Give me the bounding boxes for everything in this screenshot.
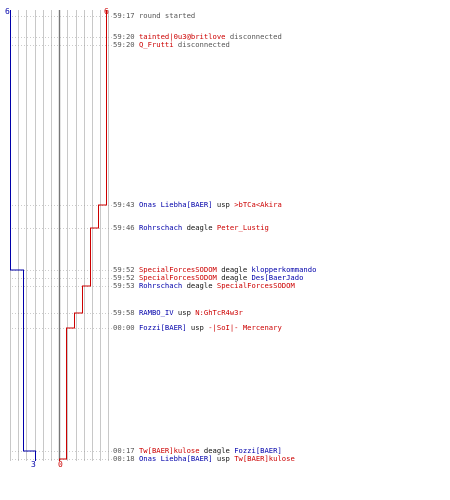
weapon-name: deagle <box>221 273 248 282</box>
weapon-name: deagle <box>203 446 230 455</box>
weapon-name: deagle <box>186 223 213 232</box>
event-timestamp: 00:17 <box>113 446 135 455</box>
log-row: 59:58 RAMBO_IV usp N:GhTcR4w3r <box>113 309 243 317</box>
killer-name: SpecialForcesSODOM <box>138 273 217 282</box>
event-timestamp: 59:52 <box>113 273 135 282</box>
event-timestamp: 59:46 <box>113 223 135 232</box>
weapon-name: usp <box>177 308 191 317</box>
log-row: 59:53 Rohrschach deagle SpecialForcesSOD… <box>113 282 295 290</box>
log-row: 00:00 Fozzi[BAER] usp -|SoI|- Mercenary <box>113 324 282 332</box>
ct-alive-step-line <box>10 10 36 461</box>
killer-name: SpecialForcesSODOM <box>138 265 217 274</box>
log-row: 59:17 round started <box>113 12 195 20</box>
weapon-name: usp <box>216 200 230 209</box>
event-text: disconnected <box>229 32 282 41</box>
victim-name: -|SoI|- Mercenary <box>208 323 282 332</box>
event-timestamp: 59:20 <box>113 40 135 49</box>
victim-name: Tw[BAER]kulose <box>234 454 295 463</box>
killer-name: Onas Liebha[BAER] <box>138 200 213 209</box>
event-timestamp: 59:43 <box>113 200 135 209</box>
event-timestamp: 00:00 <box>113 323 135 332</box>
killer-name: Tw[BAER]kulose <box>138 446 200 455</box>
killer-name: Fozzi[BAER] <box>138 323 187 332</box>
event-timestamp: 59:53 <box>113 281 135 290</box>
event-text: round started <box>138 11 196 20</box>
event-timestamp: 00:18 <box>113 454 135 463</box>
t-start-count: 6 <box>104 7 109 16</box>
log-row: 59:43 Onas Liebha[BAER] usp >bTCa<Akira <box>113 201 282 209</box>
log-row: 59:20 tainted|0u3@britlove disconnected <box>113 33 282 41</box>
log-row: 59:20 Q_Frutti disconnected <box>113 41 230 49</box>
log-row: 00:18 Onas Liebha[BAER] usp Tw[BAER]kulo… <box>113 455 295 463</box>
event-timestamp: 59:20 <box>113 32 135 41</box>
weapon-name: deagle <box>186 281 213 290</box>
event-timestamp: 59:58 <box>113 308 135 317</box>
log-row: 59:46 Rohrschach deagle Peter_Lustig <box>113 224 269 232</box>
log-row: 00:17 Tw[BAER]kulose deagle Fozzi[BAER] <box>113 447 282 455</box>
weapon-name: usp <box>190 323 204 332</box>
weapon-name: deagle <box>221 265 248 274</box>
player-name: tainted|0u3@britlove <box>138 32 226 41</box>
victim-name: Des[BaerJado <box>251 273 304 282</box>
event-text: disconnected <box>177 40 230 49</box>
weapon-name: usp <box>216 454 230 463</box>
victim-name: N:GhTcR4w3r <box>195 308 243 317</box>
victim-name: klopperkommando <box>251 265 317 274</box>
ct-start-count: 6 <box>5 7 10 16</box>
killer-name: Rohrschach <box>138 281 183 290</box>
ct-end-count: 3 <box>31 460 36 469</box>
victim-name: SpecialForcesSODOM <box>216 281 295 290</box>
log-row: 59:52 SpecialForcesSODOM deagle klopperk… <box>113 266 316 274</box>
t-end-count: 0 <box>58 460 63 469</box>
log-row: 59:52 SpecialForcesSODOM deagle Des[Baer… <box>113 274 303 282</box>
victim-name: Peter_Lustig <box>216 223 269 232</box>
killer-name: RAMBO_IV <box>138 308 174 317</box>
victim-name: Fozzi[BAER] <box>234 446 282 455</box>
player-name: Q_Frutti <box>138 40 174 49</box>
t-alive-step-line <box>59 10 107 461</box>
victim-name: >bTCa<Akira <box>234 200 282 209</box>
event-timestamp: 59:52 <box>113 265 135 274</box>
killer-name: Rohrschach <box>138 223 183 232</box>
player-count-gridlines <box>10 10 109 461</box>
killer-name: Onas Liebha[BAER] <box>138 454 213 463</box>
event-timestamp: 59:17 <box>113 11 135 20</box>
